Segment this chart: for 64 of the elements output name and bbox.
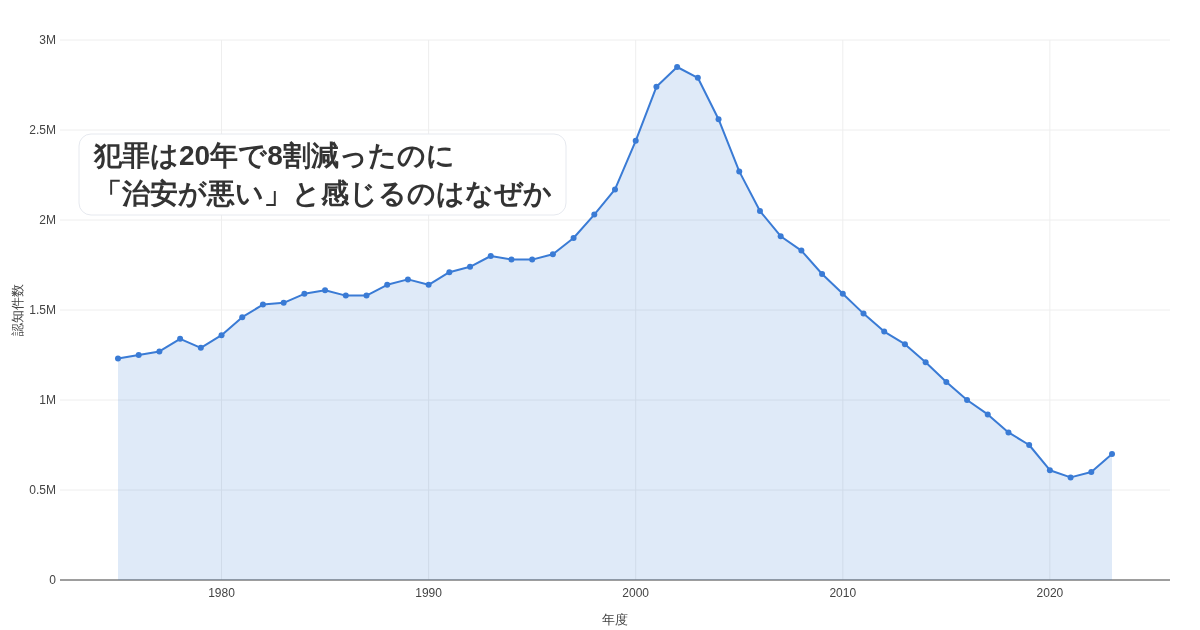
heading: 犯罪は20年で8割減ったのに 「治安が悪い」と感じるのはなぜか: [78, 133, 567, 216]
point: [1005, 429, 1012, 436]
y-tick-label: 1.5M: [29, 303, 56, 317]
point: [1109, 451, 1116, 457]
point: [881, 328, 888, 335]
point: [943, 379, 950, 385]
point: [984, 411, 991, 418]
point: [508, 256, 515, 263]
y-axis-title: 認知件数: [10, 284, 25, 336]
point: [239, 314, 246, 321]
point: [1026, 442, 1033, 448]
point: [1067, 474, 1074, 481]
point: [487, 253, 494, 259]
y-tick-label: 3M: [39, 33, 56, 47]
point: [632, 137, 639, 144]
point: [322, 287, 329, 294]
x-tick-label: 2010: [829, 586, 857, 600]
point: [446, 269, 453, 276]
point: [922, 359, 929, 366]
y-tick-label: 2M: [39, 213, 56, 227]
x-tick-label: 2000: [622, 586, 650, 600]
point: [819, 271, 826, 277]
point: [612, 186, 618, 193]
point: [756, 208, 763, 214]
point: [901, 341, 908, 348]
point: [1046, 467, 1053, 474]
point: [135, 352, 142, 358]
point: [570, 235, 577, 241]
point: [342, 292, 349, 299]
y-tick-label: 0.5M: [29, 483, 56, 497]
x-tick-label: 1980: [208, 586, 236, 600]
point: [280, 299, 287, 306]
point: [715, 116, 722, 123]
point: [259, 301, 266, 308]
point: [114, 355, 121, 362]
y-tick-label: 1M: [39, 393, 56, 407]
point: [964, 397, 971, 403]
y-tick-label: 0: [49, 573, 57, 587]
point: [839, 290, 846, 297]
point: [591, 211, 598, 218]
point: [177, 335, 184, 342]
point: [694, 74, 701, 81]
point: [156, 348, 163, 355]
point: [404, 276, 411, 283]
point: [1088, 469, 1095, 475]
point: [549, 251, 556, 258]
point: [425, 281, 432, 288]
point: [860, 310, 867, 317]
point: [798, 247, 805, 254]
point: [777, 233, 784, 240]
point: [218, 332, 225, 339]
point: [301, 290, 308, 297]
point: [736, 168, 743, 175]
point: [674, 64, 681, 70]
x-tick-label: 1990: [415, 586, 443, 600]
y-tick-label: 2.5M: [29, 123, 56, 137]
point: [467, 263, 474, 270]
point: [197, 344, 204, 351]
x-axis-title: 年度: [602, 612, 628, 627]
x-tick-label: 2020: [1036, 586, 1064, 600]
point: [653, 83, 660, 90]
point: [384, 281, 391, 288]
point: [529, 256, 536, 263]
point: [363, 292, 370, 299]
